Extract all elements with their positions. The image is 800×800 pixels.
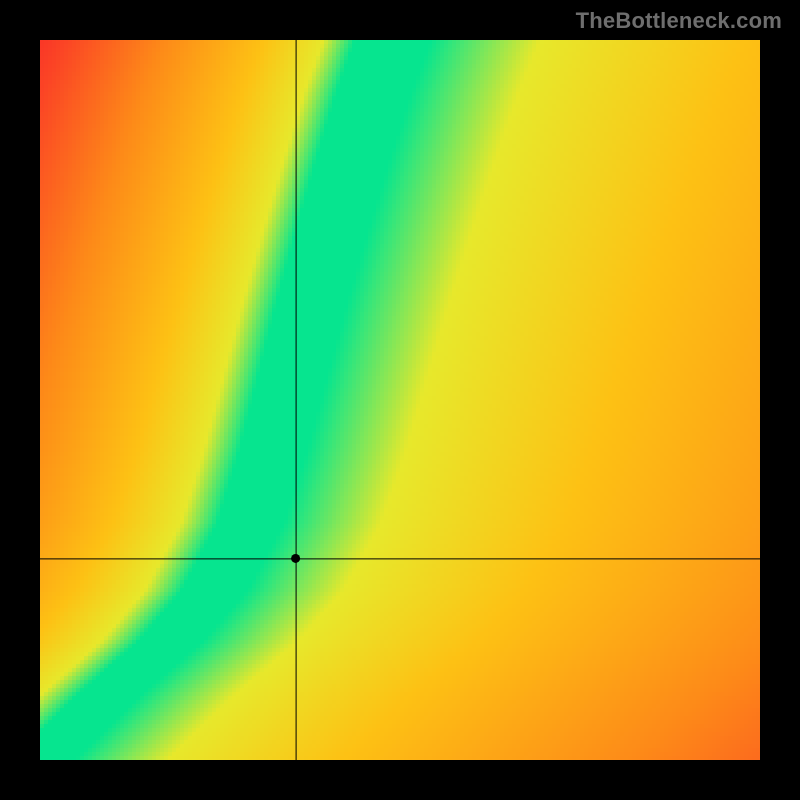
watermark-text: TheBottleneck.com bbox=[576, 8, 782, 34]
chart-container: TheBottleneck.com bbox=[0, 0, 800, 800]
bottleneck-heatmap bbox=[40, 40, 760, 760]
